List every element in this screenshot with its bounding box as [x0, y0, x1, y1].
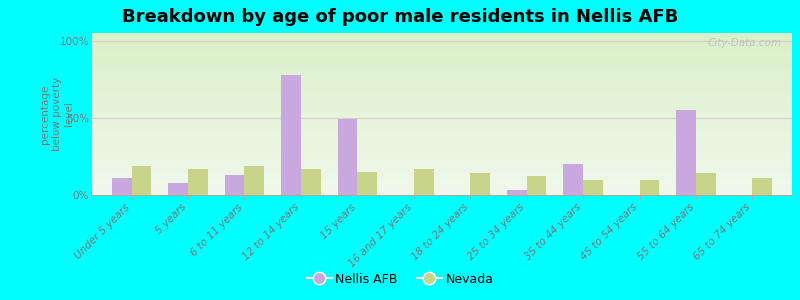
Bar	[414, 169, 434, 195]
Bar	[225, 175, 245, 195]
Bar	[168, 183, 188, 195]
Text: Breakdown by age of poor male residents in Nellis AFB: Breakdown by age of poor male residents …	[122, 8, 678, 26]
Bar	[753, 178, 772, 195]
Bar	[696, 173, 716, 195]
Text: City-Data.com: City-Data.com	[707, 38, 782, 48]
Bar	[281, 75, 301, 195]
Bar	[676, 110, 696, 195]
Bar	[245, 166, 264, 195]
Bar	[131, 166, 151, 195]
Bar	[301, 169, 321, 195]
Bar	[507, 190, 526, 195]
Bar	[338, 119, 358, 195]
Bar	[639, 180, 659, 195]
Bar	[470, 173, 490, 195]
Bar	[188, 169, 208, 195]
Y-axis label: percentage
below poverty
level: percentage below poverty level	[40, 77, 74, 151]
Bar	[358, 172, 377, 195]
Legend: Nellis AFB, Nevada: Nellis AFB, Nevada	[302, 268, 498, 291]
Bar	[583, 180, 603, 195]
Bar	[112, 178, 131, 195]
Bar	[563, 164, 583, 195]
Bar	[526, 176, 546, 195]
